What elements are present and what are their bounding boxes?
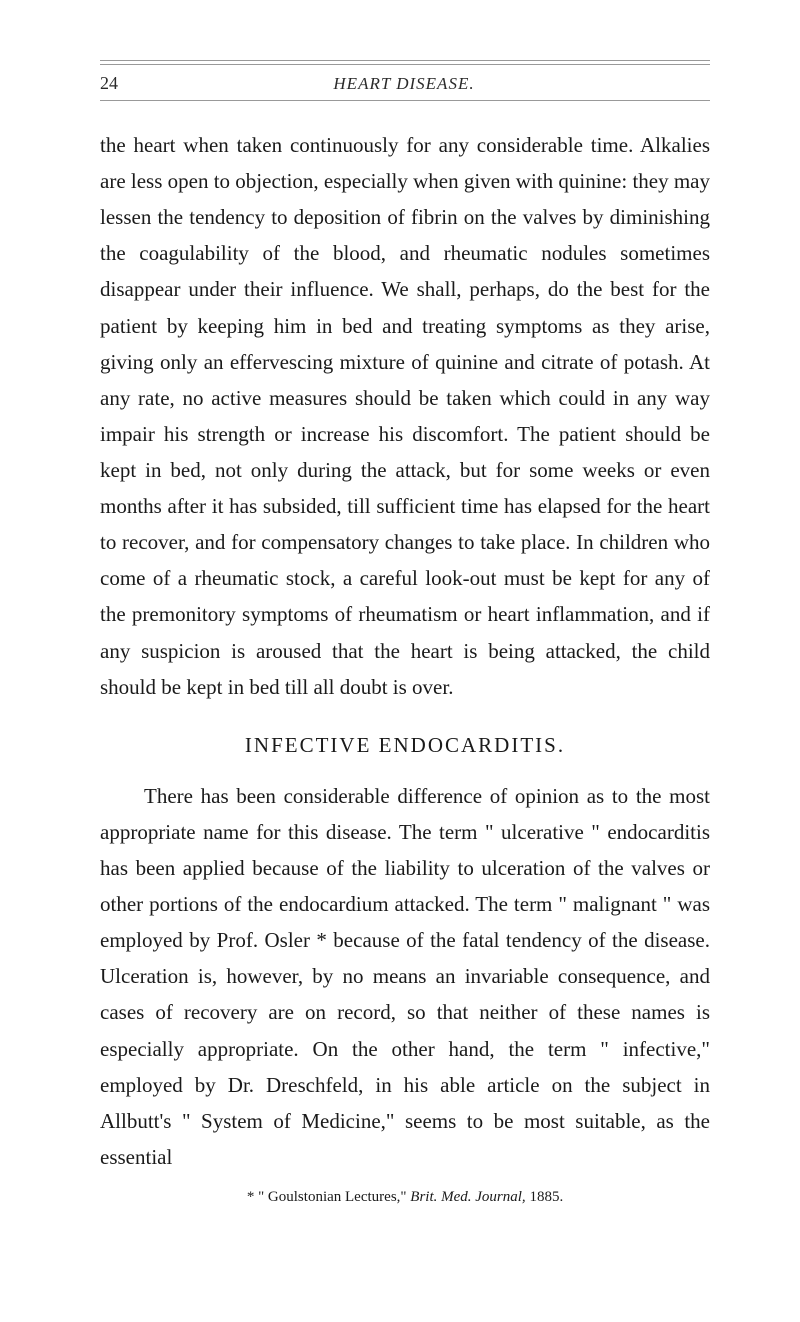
page-number: 24 — [100, 73, 118, 94]
document-page: 24 HEART DISEASE. the heart when taken c… — [0, 0, 800, 1322]
footnote-journal: Brit. Med. Journal, — [410, 1189, 525, 1205]
footnote: * " Goulstonian Lectures," Brit. Med. Jo… — [100, 1189, 710, 1206]
body-paragraph-1: the heart when taken continuously for an… — [100, 127, 710, 705]
header-rule-top-1 — [100, 60, 710, 61]
section-heading: INFECTIVE ENDOCARDITIS. — [100, 733, 710, 758]
header-rule-bottom — [100, 100, 710, 101]
header-rule-top-2 — [100, 64, 710, 65]
body-paragraph-2: There has been considerable difference o… — [100, 778, 710, 1175]
header-title: HEART DISEASE. — [333, 74, 474, 94]
page-header: 24 HEART DISEASE. — [100, 73, 710, 100]
footnote-text-prefix: " Goulstonian Lectures," — [254, 1189, 410, 1205]
footnote-year: 1885. — [526, 1189, 564, 1205]
